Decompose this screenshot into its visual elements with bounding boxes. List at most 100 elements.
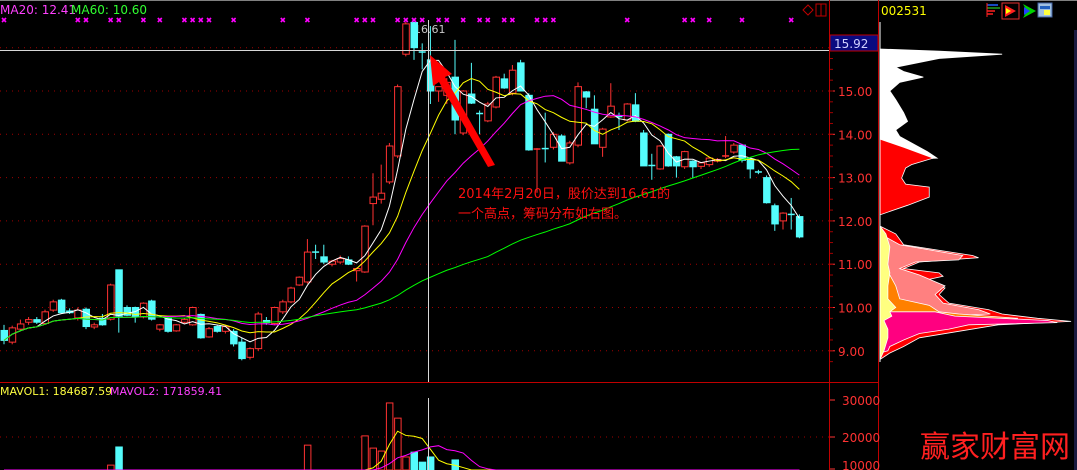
candle-body [205,328,213,338]
volume-bar [303,444,312,470]
green-flag-icon[interactable] [1023,4,1036,18]
candle-body [213,326,222,332]
signal-mark [304,17,310,23]
candle [246,347,254,360]
candle-body [25,319,33,323]
candle-body [295,276,304,286]
price-tick-label: 15.00 [838,85,872,99]
candle [558,134,566,162]
bars-icon[interactable] [986,3,1000,17]
volume-bar [426,456,435,470]
candle-body [41,311,49,325]
candle-body [361,225,369,273]
panel-toggle-icon[interactable] [815,3,827,17]
candle [730,142,738,154]
candle-body [123,307,131,316]
candle-body [107,284,115,320]
candle [312,244,320,260]
candle-body [517,62,525,92]
candle [279,299,287,314]
candle [385,142,394,185]
chip-layer [879,138,935,216]
signal-mark [542,17,548,23]
price-tick-label: 14.00 [838,128,872,142]
candle-body [139,302,148,318]
candle [180,318,189,324]
candle-body [197,313,205,339]
window-icon[interactable] [1037,2,1053,18]
signal-mark [140,17,146,23]
signal-mark [231,17,237,23]
volume-tick-label: 10000 [842,459,880,470]
candle [795,214,804,239]
ma5-line [3,59,800,343]
ma60-line [3,148,800,341]
candle [648,153,656,180]
candle [123,305,131,317]
volume-bar [369,447,377,470]
candle [197,313,205,339]
signal-mark [395,17,401,23]
signal-mark [181,17,187,23]
signal-mark [739,17,745,23]
candle [779,212,787,230]
candle [156,323,164,332]
red-flag-icon[interactable] [1001,2,1020,20]
candle [139,302,148,319]
candle [90,322,99,330]
candle-body [57,299,66,314]
candle [41,309,49,325]
candle-body [180,319,189,323]
candle [574,82,582,148]
annotation-line-2: 一个高点，筹码分布如右图。 [458,206,627,222]
signal-mark [157,17,163,23]
candle-body [172,324,181,332]
chip-layer [879,224,897,360]
candle-body [730,144,738,153]
candle [656,145,664,170]
candle-body [377,192,386,200]
volume-bar [394,417,402,470]
volume-bar [361,435,369,470]
candle-body [8,327,17,343]
candle-body [574,86,582,146]
candle [8,325,17,345]
candle [566,140,574,165]
candle [484,101,492,123]
candle-body [689,160,697,168]
candle [303,239,312,284]
candle [320,244,328,265]
candle-body [402,23,410,55]
candle-body [525,94,533,151]
volume-tick-label: 20000 [842,431,880,445]
price-tick-label: 9.00 [838,345,865,359]
ma20-label: MA20: 12.41 [0,3,76,17]
volume-bar [115,446,123,470]
candle-body [779,212,787,222]
candle-body [771,205,779,225]
volume-bar [410,451,418,470]
candle-body [656,145,664,170]
candle-body [385,145,394,183]
signal-mark [436,17,442,23]
chip-layer [879,311,1058,354]
candle [82,307,90,330]
signal-mark [682,17,688,23]
volume-bar [418,461,427,470]
candle [49,299,58,312]
signal-mark [788,17,794,23]
candle [230,329,238,347]
chip-distribution [879,22,1072,362]
candle-body [271,307,279,325]
right-scrollbar[interactable] [1074,30,1077,470]
candle-body [599,128,607,148]
volume-bar [385,402,394,470]
candle-body [246,348,254,358]
diamond-icon[interactable] [802,4,814,16]
price-tick-label: 11.00 [838,258,872,272]
candle [205,326,213,338]
candle [771,203,779,231]
candle-body [582,91,591,98]
candle-body [697,162,705,167]
